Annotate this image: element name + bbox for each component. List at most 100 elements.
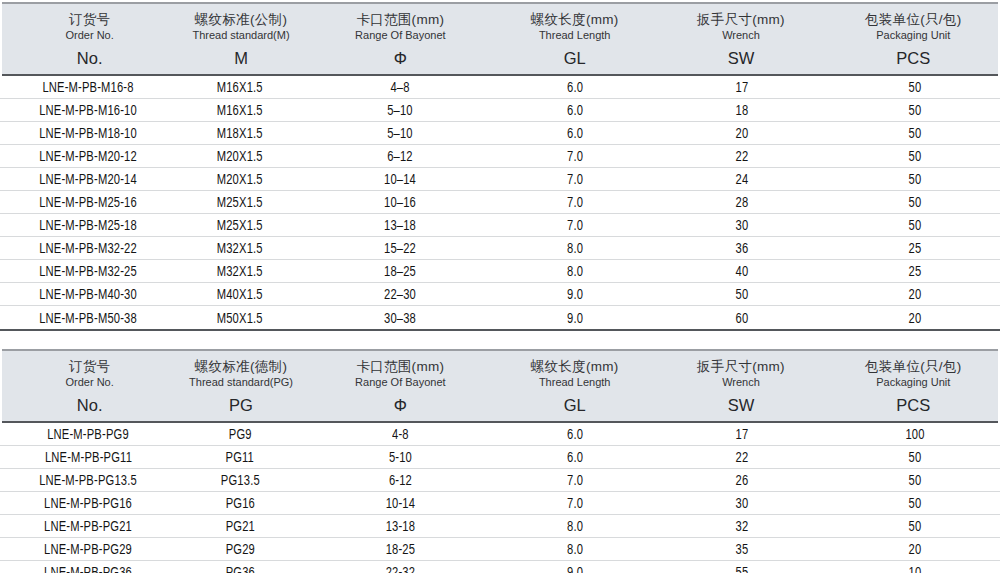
column-header-bayonet-range: 卡口范围(mm) Range Of Bayonet Φ [305,11,496,68]
cell-bayonet-range: 18–25 [304,263,496,279]
table-row: LNE-M-PB-PG9PG94-86.017100 [0,423,1000,446]
column-label-en: Range Of Bayonet [305,28,496,42]
column-label-cn: 螺纹长度(mm) [496,358,653,375]
cell-wrench-size: 30 [654,217,830,233]
cell-wrench-size: 24 [654,171,830,187]
cell-bayonet-range: 22–30 [304,286,496,302]
cell-thread-standard: M32X1.5 [176,240,304,256]
cell-wrench-size: 20 [654,125,830,141]
column-label-cn: 包装单位(只/包) [829,11,998,28]
cell-order-no: LNE-M-PB-M16-10 [0,102,176,118]
column-symbol: SW [653,396,828,415]
cell-thread-standard: M20X1.5 [176,171,304,187]
cell-thread-standard: PG16 [176,495,304,511]
cell-wrench-size: 17 [654,79,830,95]
cell-bayonet-range: 30–38 [304,310,496,326]
cell-order-no: LNE-M-PB-PG11 [0,449,176,465]
cell-bayonet-range: 10–14 [304,171,496,187]
cell-bayonet-range: 22-32 [304,564,496,573]
cell-wrench-size: 35 [654,541,830,557]
cell-thread-standard: M25X1.5 [176,217,304,233]
cell-wrench-size: 32 [654,518,830,534]
cell-thread-length: 6.0 [496,102,654,118]
cell-bayonet-range: 13–18 [304,217,496,233]
table-row: LNE-M-PB-M32-25M32X1.518–258.04025 [0,260,1000,283]
table-row: LNE-M-PB-M25-18M25X1.513–187.03050 [0,214,1000,237]
cell-thread-standard: M25X1.5 [176,194,304,210]
cell-packaging-unit: 50 [830,194,1000,210]
column-label-cn: 扳手尺寸(mm) [653,11,828,28]
column-symbol: M [177,49,304,68]
column-header-bayonet-range: 卡口范围(mm) Range Of Bayonet Φ [305,358,496,415]
column-symbol: PG [177,396,304,415]
column-header-thread-length: 螺纹长度(mm) Thread Length GL [496,358,653,415]
table-row: LNE-M-PB-M18-10M18X1.55–106.02050 [0,122,1000,145]
column-header-order-no: 订货号 Order No. No. [2,11,177,68]
column-label-cn: 包装单位(只/包) [829,358,998,375]
cell-thread-standard: M32X1.5 [176,263,304,279]
cell-thread-length: 6.0 [496,79,654,95]
cell-packaging-unit: 25 [830,240,1000,256]
catalog-spec-page: { "colors": { "header_bg": "#e1e5ea", "h… [0,0,1000,573]
cell-bayonet-range: 5-10 [304,449,496,465]
table-row: LNE-M-PB-PG16PG1610-147.03050 [0,492,1000,515]
column-label-cn: 扳手尺寸(mm) [653,358,828,375]
cell-order-no: LNE-M-PB-M32-22 [0,240,176,256]
table-row: LNE-M-PB-PG13.5PG13.56-127.02650 [0,469,1000,492]
cell-thread-standard: PG29 [176,541,304,557]
cell-thread-length: 8.0 [496,541,654,557]
cell-wrench-size: 30 [654,495,830,511]
column-label-en: Thread Length [496,28,653,42]
cell-wrench-size: 60 [654,310,830,326]
cell-thread-length: 7.0 [496,148,654,164]
cell-packaging-unit: 20 [830,310,1000,326]
column-symbol: PCS [829,396,998,415]
cell-thread-length: 6.0 [496,125,654,141]
cell-thread-standard: M20X1.5 [176,148,304,164]
column-symbol: No. [2,49,177,68]
cell-thread-length: 9.0 [496,564,654,573]
table-row: LNE-M-PB-PG29PG2918-258.03520 [0,538,1000,561]
cell-bayonet-range: 4–8 [304,79,496,95]
column-symbol: Φ [305,396,496,415]
column-symbol: No. [2,396,177,415]
column-label-cn: 卡口范围(mm) [305,358,496,375]
pg-thread-table: 订货号 Order No. No. 螺纹标准(德制) Thread standa… [0,349,1000,573]
column-symbol: PCS [829,49,998,68]
cell-thread-standard: M18X1.5 [176,125,304,141]
table-row: LNE-M-PB-M16-10M16X1.55–106.01850 [0,99,1000,122]
column-label-cn: 订货号 [2,11,177,28]
cell-bayonet-range: 6-12 [304,472,496,488]
cell-thread-length: 9.0 [496,286,654,302]
cell-packaging-unit: 50 [830,79,1000,95]
cell-packaging-unit: 50 [830,125,1000,141]
column-header-packaging-unit: 包装单位(只/包) Packaging Unit PCS [829,11,998,68]
cell-order-no: LNE-M-PB-M16-8 [0,79,176,95]
column-label-cn: 螺纹标准(公制) [177,11,304,28]
cell-bayonet-range: 5–10 [304,102,496,118]
column-label-en: Order No. [2,28,177,42]
column-header-order-no: 订货号 Order No. No. [2,358,177,415]
cell-thread-standard: M16X1.5 [176,102,304,118]
column-label-cn: 卡口范围(mm) [305,11,496,28]
column-label-en: Packaging Unit [829,375,998,389]
metric-table-header: 订货号 Order No. No. 螺纹标准(公制) Thread standa… [2,2,998,76]
cell-order-no: LNE-M-PB-M32-25 [0,263,176,279]
cell-thread-length: 7.0 [496,495,654,511]
cell-thread-length: 8.0 [496,518,654,534]
cell-thread-standard: PG9 [176,426,304,442]
column-label-en: Wrench [653,375,828,389]
cell-packaging-unit: 50 [830,449,1000,465]
cell-wrench-size: 18 [654,102,830,118]
cell-thread-length: 6.0 [496,426,654,442]
pg-table-body: LNE-M-PB-PG9PG94-86.017100LNE-M-PB-PG11P… [0,423,1000,573]
cell-thread-length: 8.0 [496,263,654,279]
column-label-en: Packaging Unit [829,28,998,42]
cell-thread-length: 7.0 [496,194,654,210]
column-label-en: Thread Length [496,375,653,389]
cell-thread-length: 8.0 [496,240,654,256]
cell-bayonet-range: 15–22 [304,240,496,256]
table-row: LNE-M-PB-M20-12M20X1.56–127.02250 [0,145,1000,168]
column-label-en: Wrench [653,28,828,42]
table-row: LNE-M-PB-PG21PG2113-188.03250 [0,515,1000,538]
